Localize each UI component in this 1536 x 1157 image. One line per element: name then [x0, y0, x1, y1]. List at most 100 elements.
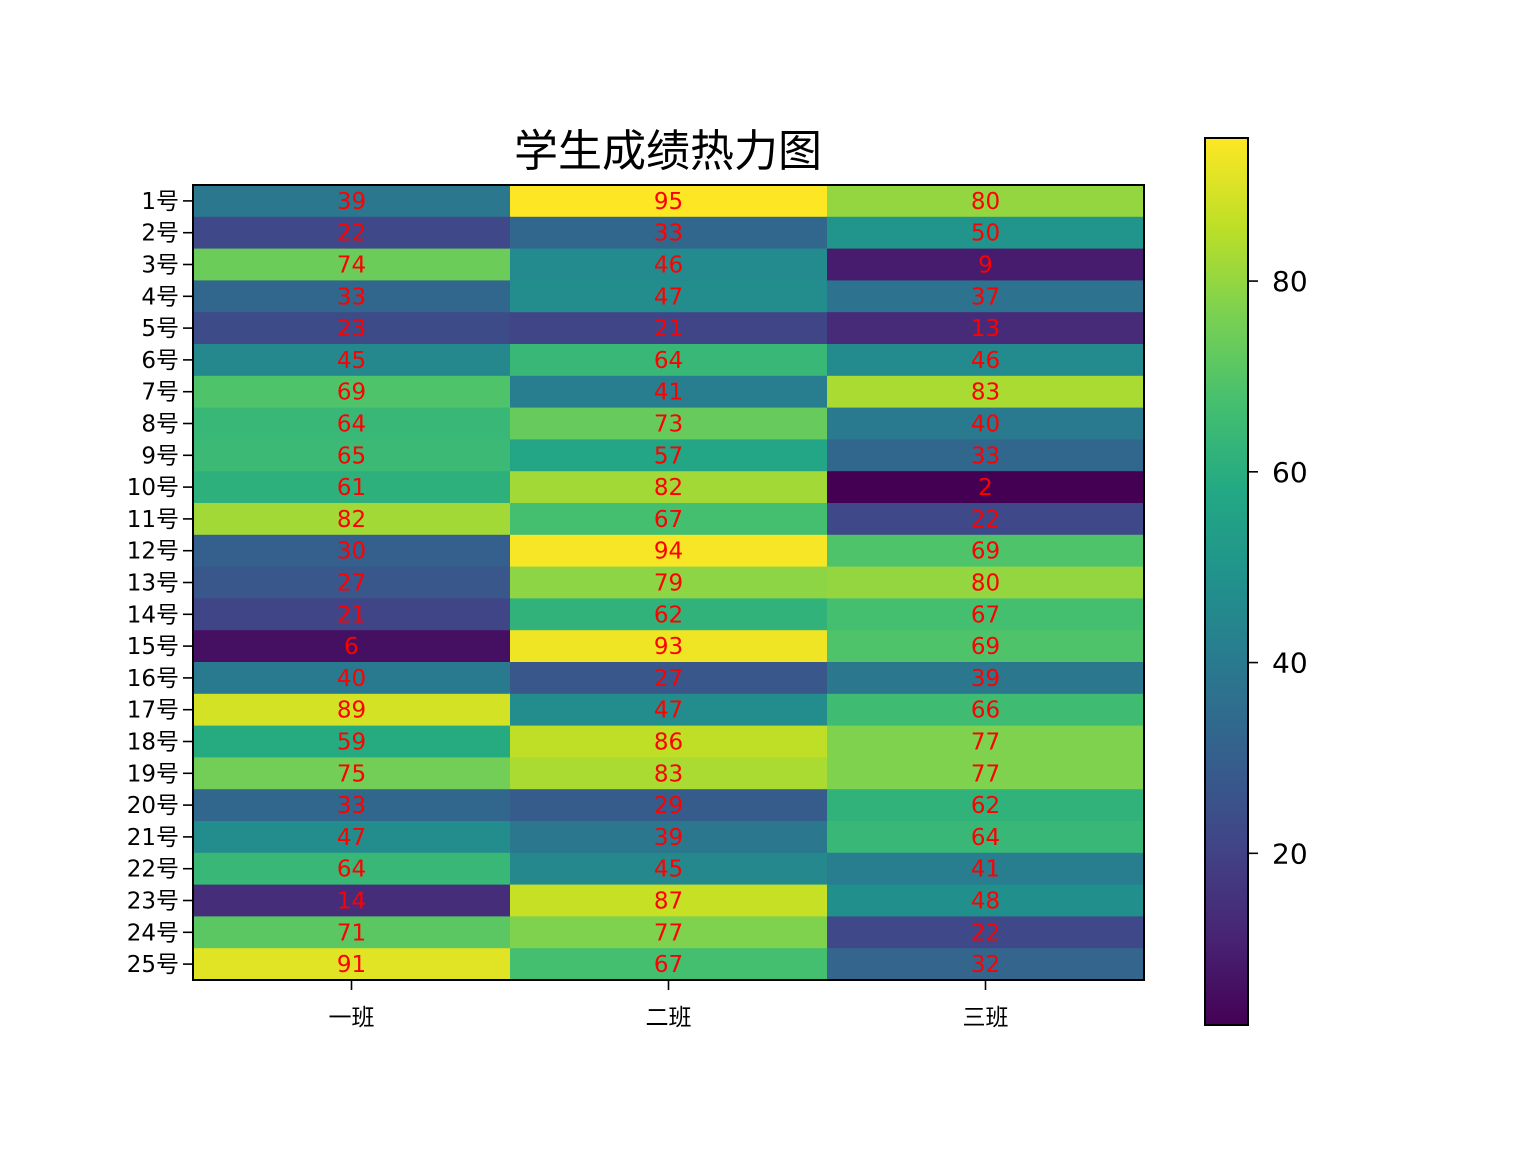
cell-value-label: 94 [654, 539, 683, 565]
cell-value-label: 95 [654, 189, 683, 215]
cell-value-label: 45 [654, 857, 683, 883]
x-tick-label: 三班 [963, 1005, 1009, 1031]
cell-value-label: 39 [337, 189, 366, 215]
heatmap-cell [193, 503, 511, 536]
heatmap-cell [510, 503, 828, 536]
cell-value-label: 21 [654, 316, 683, 342]
cell-value-label: 47 [654, 698, 683, 724]
heatmap-cell [193, 757, 511, 790]
heatmap-cell [193, 884, 511, 917]
heatmap-cell [193, 916, 511, 949]
y-tick-label: 1号 [141, 189, 179, 215]
heatmap-cell [827, 503, 1145, 536]
cell-value-label: 47 [337, 825, 366, 851]
y-tick-label: 9号 [141, 443, 179, 469]
heatmap-cell [193, 598, 511, 631]
cell-value-label: 40 [337, 666, 366, 692]
heatmap-cell [193, 948, 511, 981]
cell-value-label: 64 [971, 825, 1000, 851]
heatmap-cell [193, 312, 511, 345]
heatmap-cell [510, 948, 828, 981]
cell-value-label: 32 [971, 952, 1000, 978]
cell-value-label: 45 [337, 348, 366, 374]
cell-value-label: 61 [337, 475, 366, 501]
heatmap-cell [827, 757, 1145, 790]
heatmap-cell [193, 185, 511, 218]
cell-value-label: 6 [344, 634, 359, 660]
heatmap-cell [827, 439, 1145, 472]
cell-value-label: 23 [337, 316, 366, 342]
y-axis: 1号 2号 3号 4号 5号 6号 7号 8号 9号 10号 11号 12号 13号 14号 15号 16号 1… [127, 189, 193, 978]
cell-value-label: 91 [337, 952, 366, 978]
y-tick-label: 21号 [127, 825, 179, 851]
heatmap-cell [193, 439, 511, 472]
heatmap-cell [510, 248, 828, 281]
heatmap-cell [193, 407, 511, 440]
cell-value-label: 57 [654, 443, 683, 469]
y-tick-label: 18号 [127, 730, 179, 756]
y-tick-label: 11号 [127, 507, 179, 533]
cell-value-label: 83 [654, 761, 683, 787]
heatmap-cell [510, 852, 828, 886]
heatmap-cell [827, 852, 1145, 886]
cell-value-label: 39 [971, 666, 1000, 692]
heatmap-cell [510, 630, 828, 663]
cell-value-label: 14 [337, 889, 366, 915]
y-tick-label: 7号 [141, 380, 179, 406]
heatmap-cell [510, 757, 828, 790]
heatmap-cell [193, 534, 511, 568]
y-tick-label: 25号 [127, 952, 179, 978]
cell-value-label: 2 [978, 475, 993, 501]
heatmap-cell [510, 534, 828, 568]
y-tick-label: 16号 [127, 666, 179, 692]
y-tick-label: 14号 [127, 602, 179, 628]
cell-value-label: 41 [971, 857, 1000, 883]
y-tick-label: 15号 [127, 634, 179, 660]
cell-value-label: 77 [971, 761, 1000, 787]
cell-value-label: 33 [654, 221, 683, 247]
cell-value-label: 67 [971, 602, 1000, 628]
y-tick-label: 19号 [127, 761, 179, 787]
cell-value-label: 69 [337, 380, 366, 406]
cell-value-label: 27 [654, 666, 683, 692]
cell-value-label: 89 [337, 698, 366, 724]
heatmap-cell [827, 916, 1145, 949]
colorbar-gradient [1204, 137, 1249, 1026]
cell-value-label: 93 [654, 634, 683, 660]
cell-value-label: 80 [971, 571, 1000, 597]
cell-value-label: 22 [971, 920, 1000, 946]
heatmap-cell [510, 884, 828, 917]
cell-value-label: 69 [971, 539, 1000, 565]
cell-value-label: 62 [654, 602, 683, 628]
heatmap-cell [827, 662, 1145, 695]
heatmap-cell [193, 216, 511, 250]
heatmap-cell [193, 725, 511, 758]
colorbar-tick-label: 20 [1272, 837, 1308, 870]
y-tick-label: 12号 [127, 539, 179, 565]
heatmap-cell [193, 344, 511, 377]
cell-value-label: 79 [654, 571, 683, 597]
cell-value-label: 65 [337, 443, 366, 469]
heatmap-cell [193, 789, 511, 822]
heatmap-cell [510, 439, 828, 472]
heatmap-cell [510, 566, 828, 599]
cell-value-label: 46 [654, 253, 683, 279]
heatmap-cell [510, 344, 828, 377]
cell-value-label: 50 [971, 221, 1000, 247]
cell-value-label: 29 [654, 793, 683, 819]
cell-value-label: 46 [971, 348, 1000, 374]
heatmap-cell [193, 375, 511, 409]
cell-value-label: 86 [654, 730, 683, 756]
cell-value-label: 80 [971, 189, 1000, 215]
x-tick-label: 一班 [329, 1005, 375, 1031]
cell-value-label: 22 [337, 221, 366, 247]
cell-value-label: 30 [337, 539, 366, 565]
heatmap-cell [510, 789, 828, 822]
heatmap-cell [193, 280, 511, 313]
cell-value-label: 83 [971, 380, 1000, 406]
heatmap-cell [827, 725, 1145, 758]
cell-value-label: 64 [337, 857, 366, 883]
heatmap-cell [510, 280, 828, 313]
cell-value-label: 37 [971, 284, 1000, 310]
heatmap-cell [193, 630, 511, 663]
